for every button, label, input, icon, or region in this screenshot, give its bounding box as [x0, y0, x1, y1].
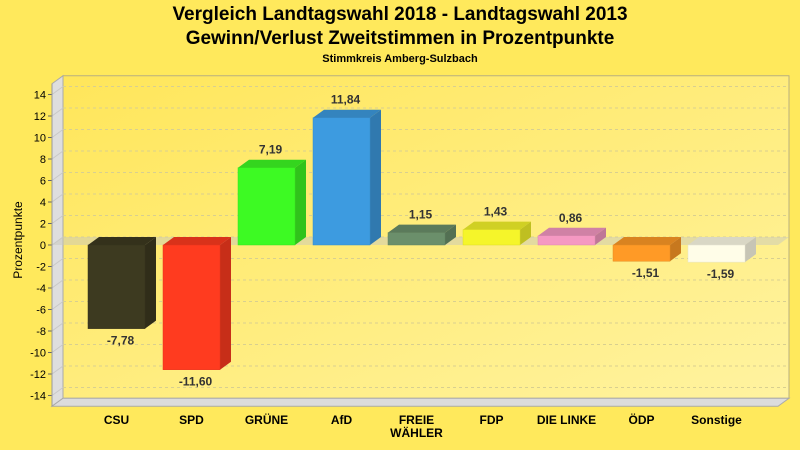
gridline-side — [51, 387, 64, 396]
y-axis-label: Prozentpunkte — [11, 201, 25, 279]
bar-top — [613, 237, 681, 245]
floor — [50, 397, 791, 407]
x-tick-label: AfD — [331, 413, 353, 427]
y-tick-label: -8 — [36, 326, 46, 338]
bar — [687, 244, 746, 263]
data-label: 7,19 — [259, 143, 283, 157]
x-tick-label: GRÜNE — [245, 412, 288, 427]
y-tick-label: 12 — [34, 111, 46, 123]
bar — [612, 244, 671, 262]
y-tick-label: 2 — [40, 219, 46, 231]
bar — [387, 232, 446, 246]
y-tick-label: 8 — [40, 154, 46, 166]
bar-side — [595, 227, 606, 245]
bar — [237, 167, 296, 246]
y-tick-label: -14 — [30, 391, 46, 403]
bar-top — [313, 109, 381, 118]
bar-top — [538, 227, 606, 236]
bar — [312, 117, 371, 246]
chart-subtitle: Gewinn/Verlust Zweitstimmen in Prozentpu… — [185, 28, 615, 49]
y-tick-label: -4 — [36, 283, 46, 295]
bar-side — [520, 221, 531, 245]
bar-side — [145, 237, 156, 329]
x-tick-label: FREIE — [399, 413, 434, 427]
bar — [462, 229, 521, 246]
gridline-side — [51, 279, 64, 289]
gridline-side — [51, 129, 64, 138]
y-tick-label: -10 — [30, 348, 46, 360]
gridline-side — [51, 322, 64, 332]
x-tick-label: CSU — [104, 413, 129, 427]
gridline-side — [51, 107, 64, 117]
x-tick-label: WÄHLER — [390, 425, 443, 440]
data-label: 11,84 — [331, 93, 361, 107]
y-tick-label: 14 — [34, 90, 46, 102]
bar-top — [463, 221, 531, 230]
bar-top — [238, 159, 306, 168]
bar — [87, 244, 146, 329]
bar-side — [445, 224, 456, 245]
gridline-side — [51, 301, 64, 310]
bar-side — [220, 237, 231, 370]
data-label: 0,86 — [559, 211, 583, 225]
data-label: 1,15 — [409, 208, 433, 222]
bar-side — [370, 109, 381, 245]
bar-side — [745, 237, 756, 263]
x-tick-label: ÖDP — [628, 412, 654, 427]
y-tick-label: -6 — [36, 305, 46, 317]
gridline-side — [51, 258, 64, 267]
data-label: -1,59 — [707, 267, 735, 281]
y-tick-label: 6 — [40, 176, 46, 188]
y-tick-label: 10 — [34, 133, 46, 145]
bar — [537, 235, 596, 246]
chart-subtitle-region: Stimmkreis Amberg-Sulzbach — [322, 53, 478, 65]
data-label: 1,43 — [484, 205, 508, 219]
x-tick-label: FDP — [480, 413, 504, 427]
y-tick-label: -2 — [36, 262, 46, 274]
bar-side — [295, 159, 306, 245]
x-tick-label: Sonstige — [691, 413, 742, 427]
gridline-side — [51, 215, 64, 224]
bar-top — [388, 224, 456, 233]
data-label: -1,51 — [632, 266, 660, 280]
bar-side — [670, 237, 681, 262]
y-tick-label: 0 — [40, 240, 46, 252]
bar-top — [163, 237, 231, 245]
gridline-side — [51, 86, 64, 95]
gridline-side — [51, 344, 64, 353]
bar — [162, 244, 221, 370]
data-label: -7,78 — [107, 334, 135, 348]
y-tick-label: 4 — [40, 197, 46, 209]
gridline-side — [51, 193, 64, 203]
data-label: -11,60 — [179, 375, 213, 389]
chart-title: Vergleich Landtagswahl 2018 - Landtagswa… — [172, 4, 628, 25]
bar-top — [88, 237, 156, 245]
y-tick-label: -12 — [30, 369, 46, 381]
x-tick-label: DIE LINKE — [537, 413, 596, 427]
bar-top — [688, 237, 756, 245]
gridline-side — [51, 150, 64, 160]
gridline-side — [51, 365, 64, 375]
gridline-side — [51, 172, 64, 181]
x-tick-label: SPD — [179, 413, 204, 427]
